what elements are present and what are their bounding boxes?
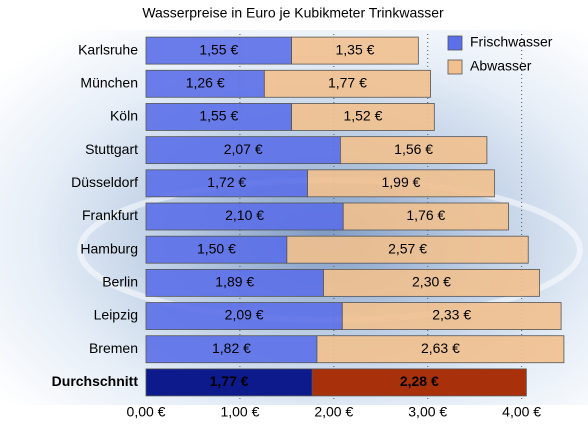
value-label: 2,57 € [388, 240, 427, 256]
value-label: 2,33 € [432, 307, 471, 323]
legend-label: Frischwasser [470, 34, 553, 50]
x-tick-label: 0,00 € [127, 404, 166, 420]
value-label: 1,52 € [343, 108, 382, 124]
x-tick-label: 3,00 € [408, 404, 447, 420]
value-label: 2,09 € [225, 307, 264, 323]
bar-segment [145, 268, 324, 297]
x-tick-label: 1,00 € [220, 404, 259, 420]
bar-segment [145, 335, 318, 364]
bar-segment [145, 169, 308, 198]
bar-segment [341, 302, 562, 330]
bar-segment [145, 235, 288, 264]
x-tick-label: 4,00 € [502, 404, 541, 420]
value-label: 1,50 € [197, 240, 236, 256]
value-label: 2,10 € [225, 207, 264, 223]
value-label: 1,26 € [186, 74, 225, 90]
value-label: 1,55 € [199, 108, 238, 124]
bar-segment [263, 69, 431, 98]
bar-segment [286, 235, 529, 264]
value-label: 1,35 € [335, 41, 374, 57]
legend-swatch [447, 35, 463, 51]
y-tick-label: Leipzig [94, 307, 138, 323]
value-label: 1,89 € [215, 274, 254, 290]
value-label: 1,72 € [207, 174, 246, 190]
y-tick-label: Stuttgart [85, 141, 138, 157]
y-tick-label: München [80, 74, 138, 90]
bar-segment [145, 368, 313, 397]
bar-segment [316, 335, 565, 364]
y-tick-label: Durchschnitt [52, 373, 139, 389]
y-tick-label: Bremen [89, 340, 138, 356]
y-tick-label: Köln [110, 108, 138, 124]
y-tick-label: Karlsruhe [78, 41, 138, 57]
bar-segment [291, 103, 435, 131]
value-label: 2,63 € [421, 340, 460, 356]
bar-segment [323, 268, 540, 297]
value-label: 1,76 € [406, 207, 445, 223]
value-label: 1,55 € [199, 41, 238, 57]
y-tick-label: Berlin [102, 274, 138, 290]
value-label: 1,77 € [210, 373, 249, 389]
bar-segment [342, 202, 509, 231]
bar-segment [145, 103, 292, 131]
y-tick-label: Düsseldorf [71, 174, 138, 190]
value-label: 2,28 € [400, 373, 439, 389]
bar-segment [145, 302, 343, 330]
bar-segment [145, 136, 341, 165]
legend-label: Abwasser [470, 58, 532, 74]
y-tick-label: Frankfurt [82, 207, 138, 223]
x-tick-label: 2,00 € [314, 404, 353, 420]
value-label: 1,99 € [382, 174, 421, 190]
bar-segment [145, 202, 344, 231]
value-label: 1,56 € [394, 141, 433, 157]
bar-segment [291, 36, 419, 65]
value-label: 1,82 € [212, 340, 251, 356]
value-label: 2,07 € [224, 141, 263, 157]
bar-segment [311, 368, 527, 397]
bar-segment [339, 136, 488, 165]
bar-segment [145, 69, 265, 98]
value-label: 2,30 € [412, 274, 451, 290]
bar-segment [307, 169, 495, 198]
y-tick-label: Hamburg [80, 240, 138, 256]
chart-title: Wasserpreise in Euro je Kubikmeter Trink… [142, 5, 444, 21]
legend-swatch [447, 59, 463, 75]
value-label: 1,77 € [328, 74, 367, 90]
